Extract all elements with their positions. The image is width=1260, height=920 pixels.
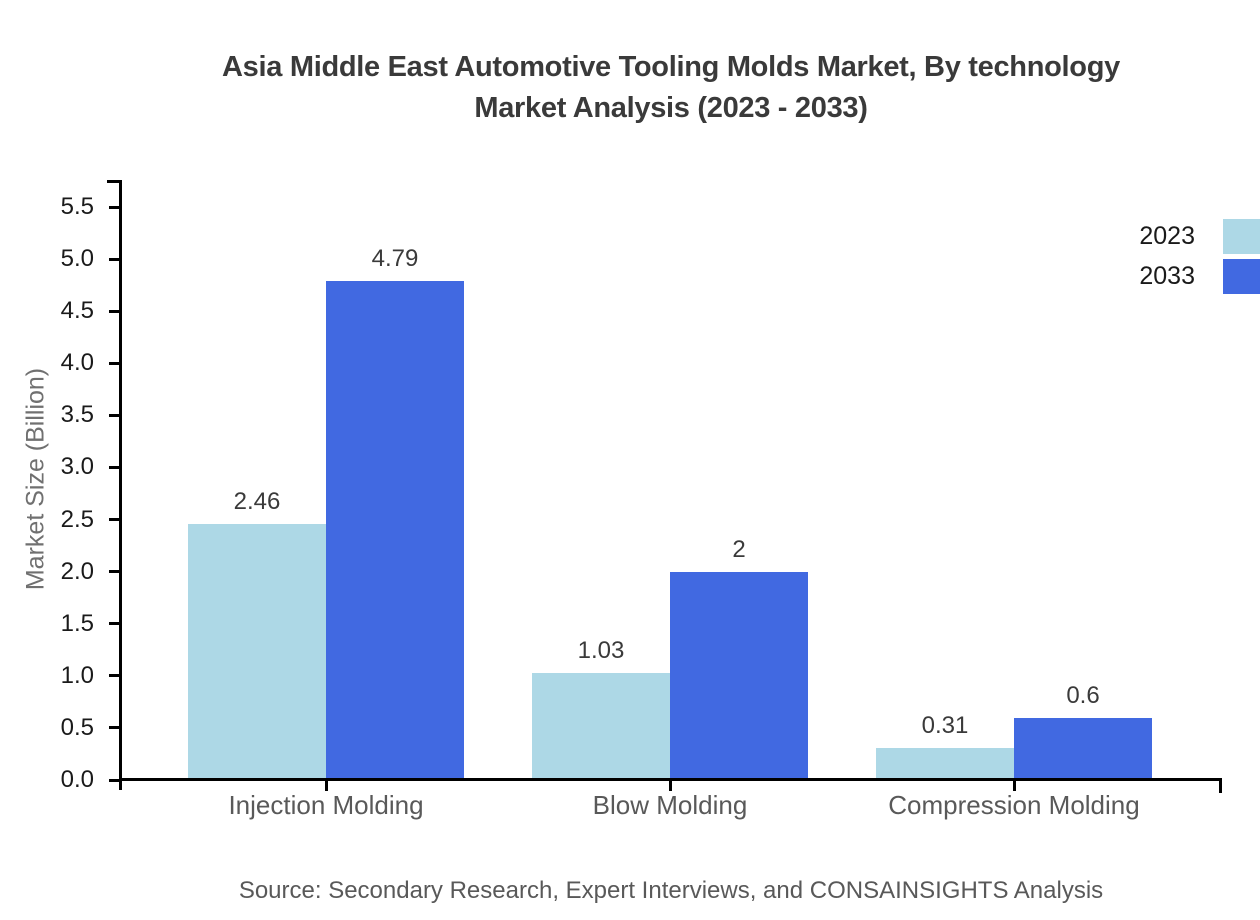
x-axis-tick bbox=[1012, 778, 1016, 791]
bar-2033-injection-molding bbox=[326, 280, 464, 780]
y-axis-tick-label: 1.0 bbox=[60, 661, 94, 689]
y-axis-tick bbox=[109, 622, 120, 626]
y-axis-tick bbox=[109, 570, 120, 574]
y-axis-tick-label: 1.5 bbox=[60, 609, 94, 637]
bar-value-label: 1.03 bbox=[577, 636, 625, 664]
y-axis-tick-label: 2.0 bbox=[60, 557, 94, 585]
y-axis-top-cap bbox=[107, 180, 120, 183]
chart-title-line-1: Asia Middle East Automotive Tooling Mold… bbox=[222, 51, 1120, 83]
legend-label: 2023 bbox=[1139, 222, 1195, 250]
y-axis-tick bbox=[109, 205, 120, 209]
y-axis-tick bbox=[109, 257, 120, 261]
legend: 2023 2033 bbox=[1139, 219, 1260, 299]
bar-2023-injection-molding bbox=[188, 523, 326, 780]
y-axis-tick bbox=[109, 518, 120, 522]
bar-2033-compression-molding bbox=[1014, 717, 1152, 780]
x-axis-tick bbox=[668, 778, 672, 791]
chart-title-line-2: Market Analysis (2023 - 2033) bbox=[474, 92, 868, 124]
bar-value-label: 2.46 bbox=[233, 487, 281, 515]
y-axis-spine bbox=[119, 180, 122, 790]
y-axis-tick-label: 5.0 bbox=[60, 245, 94, 273]
y-axis-tick bbox=[109, 674, 120, 678]
y-axis-tick bbox=[109, 465, 120, 469]
legend-swatch-icon bbox=[1223, 259, 1260, 294]
y-axis-tick bbox=[109, 413, 120, 417]
y-axis-tick-label: 2.5 bbox=[60, 505, 94, 533]
y-axis-tick-label: 0.0 bbox=[60, 766, 94, 793]
y-axis-tick bbox=[109, 309, 120, 313]
x-axis-category-label: Injection Molding bbox=[228, 790, 424, 820]
x-axis-tick bbox=[324, 778, 328, 791]
legend-entry-2033: 2033 bbox=[1139, 259, 1260, 294]
bar-value-label: 4.79 bbox=[371, 244, 419, 272]
bar-value-label: 0.6 bbox=[1066, 681, 1100, 709]
x-axis-category-label: Compression Molding bbox=[888, 790, 1140, 820]
bar-2023-compression-molding bbox=[876, 747, 1014, 780]
y-axis-tick bbox=[109, 778, 120, 782]
bar-value-label: 2 bbox=[732, 535, 746, 563]
legend-entry-2023: 2023 bbox=[1139, 219, 1260, 254]
y-axis-tick bbox=[109, 726, 120, 730]
y-axis-tick-label: 4.0 bbox=[60, 349, 94, 377]
legend-swatch-icon bbox=[1223, 219, 1260, 254]
bar-value-label: 0.31 bbox=[921, 711, 969, 739]
source-note: Source: Secondary Research, Expert Inter… bbox=[238, 877, 1104, 904]
x-axis-end-cap bbox=[1219, 780, 1222, 793]
x-axis-category-label: Blow Molding bbox=[592, 790, 748, 820]
bar-2033-blow-molding bbox=[670, 571, 808, 780]
y-axis-tick bbox=[109, 361, 120, 365]
y-axis-tick-label: 4.5 bbox=[60, 297, 94, 325]
bar-2023-blow-molding bbox=[532, 672, 670, 780]
y-axis-tick-label: 5.5 bbox=[60, 193, 94, 220]
y-axis-tick-label: 3.0 bbox=[60, 453, 94, 481]
y-axis-tick-label: 3.5 bbox=[60, 401, 94, 429]
chart-title: Asia Middle East Automotive Tooling Mold… bbox=[120, 47, 1222, 129]
y-axis-tick-label: 0.5 bbox=[60, 713, 94, 741]
legend-label: 2033 bbox=[1139, 262, 1195, 290]
plot-area: 0.0 0.5 1.0 1.5 2.0 2.5 3.0 3.5 4.0 4.5 5.0 5.5 Inje… bbox=[61, 178, 1222, 820]
